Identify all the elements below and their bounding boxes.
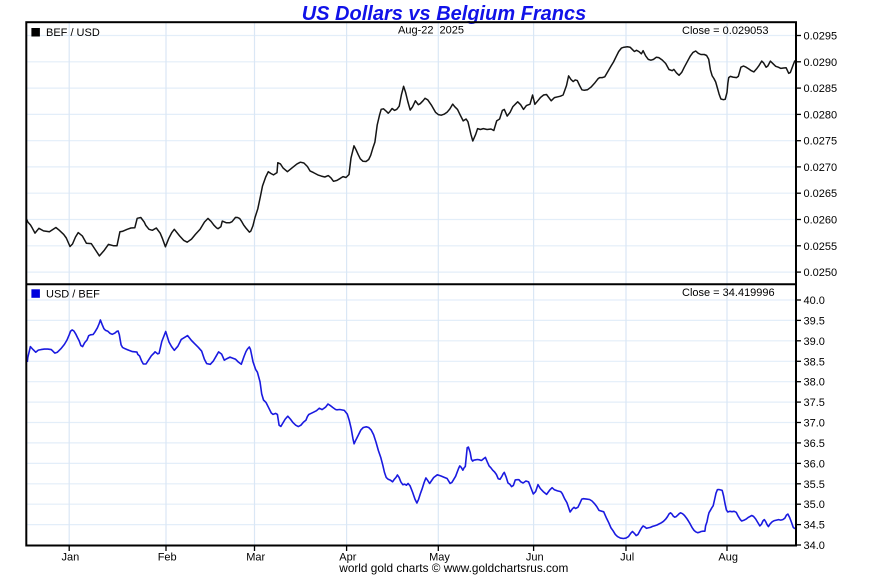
svg-text:38.0: 38.0	[804, 377, 825, 389]
svg-text:Jun: Jun	[526, 552, 544, 564]
svg-text:34.0: 34.0	[804, 540, 825, 552]
svg-text:0.0280: 0.0280	[804, 109, 838, 121]
svg-text:39.5: 39.5	[804, 315, 825, 327]
svg-text:0.0250: 0.0250	[804, 267, 838, 279]
svg-text:Close = 34.419996: Close = 34.419996	[682, 287, 775, 299]
svg-text:USD / BEF: USD / BEF	[46, 288, 100, 300]
svg-text:37.5: 37.5	[804, 397, 825, 409]
svg-text:37.0: 37.0	[804, 418, 825, 430]
svg-text:Close = 0.029053: Close = 0.029053	[682, 25, 769, 37]
svg-text:Feb: Feb	[158, 552, 177, 564]
svg-text:34.5: 34.5	[804, 520, 825, 532]
svg-text:Aug-22: Aug-22	[398, 25, 433, 37]
svg-text:38.5: 38.5	[804, 356, 825, 368]
svg-text:Apr: Apr	[339, 552, 356, 564]
svg-text:0.0285: 0.0285	[804, 83, 838, 95]
svg-text:0.0260: 0.0260	[804, 215, 838, 227]
svg-text:36.0: 36.0	[804, 458, 825, 470]
svg-text:Mar: Mar	[246, 552, 265, 564]
svg-text:0.0265: 0.0265	[804, 188, 838, 200]
svg-text:40.0: 40.0	[804, 295, 825, 307]
svg-text:36.5: 36.5	[804, 438, 825, 450]
svg-text:BEF / USD: BEF / USD	[46, 27, 100, 39]
svg-text:39.0: 39.0	[804, 336, 825, 348]
svg-text:35.5: 35.5	[804, 479, 825, 491]
svg-text:0.0295: 0.0295	[804, 31, 838, 43]
svg-text:35.0: 35.0	[804, 499, 825, 511]
svg-text:0.0270: 0.0270	[804, 162, 838, 174]
svg-text:world gold charts © www.goldch: world gold charts © www.goldchartsrus.co…	[338, 561, 568, 575]
svg-text:0.0290: 0.0290	[804, 57, 838, 69]
svg-text:0.0275: 0.0275	[804, 136, 838, 148]
svg-text:0.0255: 0.0255	[804, 241, 838, 253]
svg-text:Aug: Aug	[718, 552, 738, 564]
svg-text:2025: 2025	[440, 25, 464, 37]
svg-text:Jan: Jan	[62, 552, 80, 564]
svg-text:Jul: Jul	[620, 552, 634, 564]
svg-text:May: May	[429, 552, 450, 564]
svg-text:US Dollars vs Belgium Francs: US Dollars vs Belgium Francs	[302, 3, 587, 25]
